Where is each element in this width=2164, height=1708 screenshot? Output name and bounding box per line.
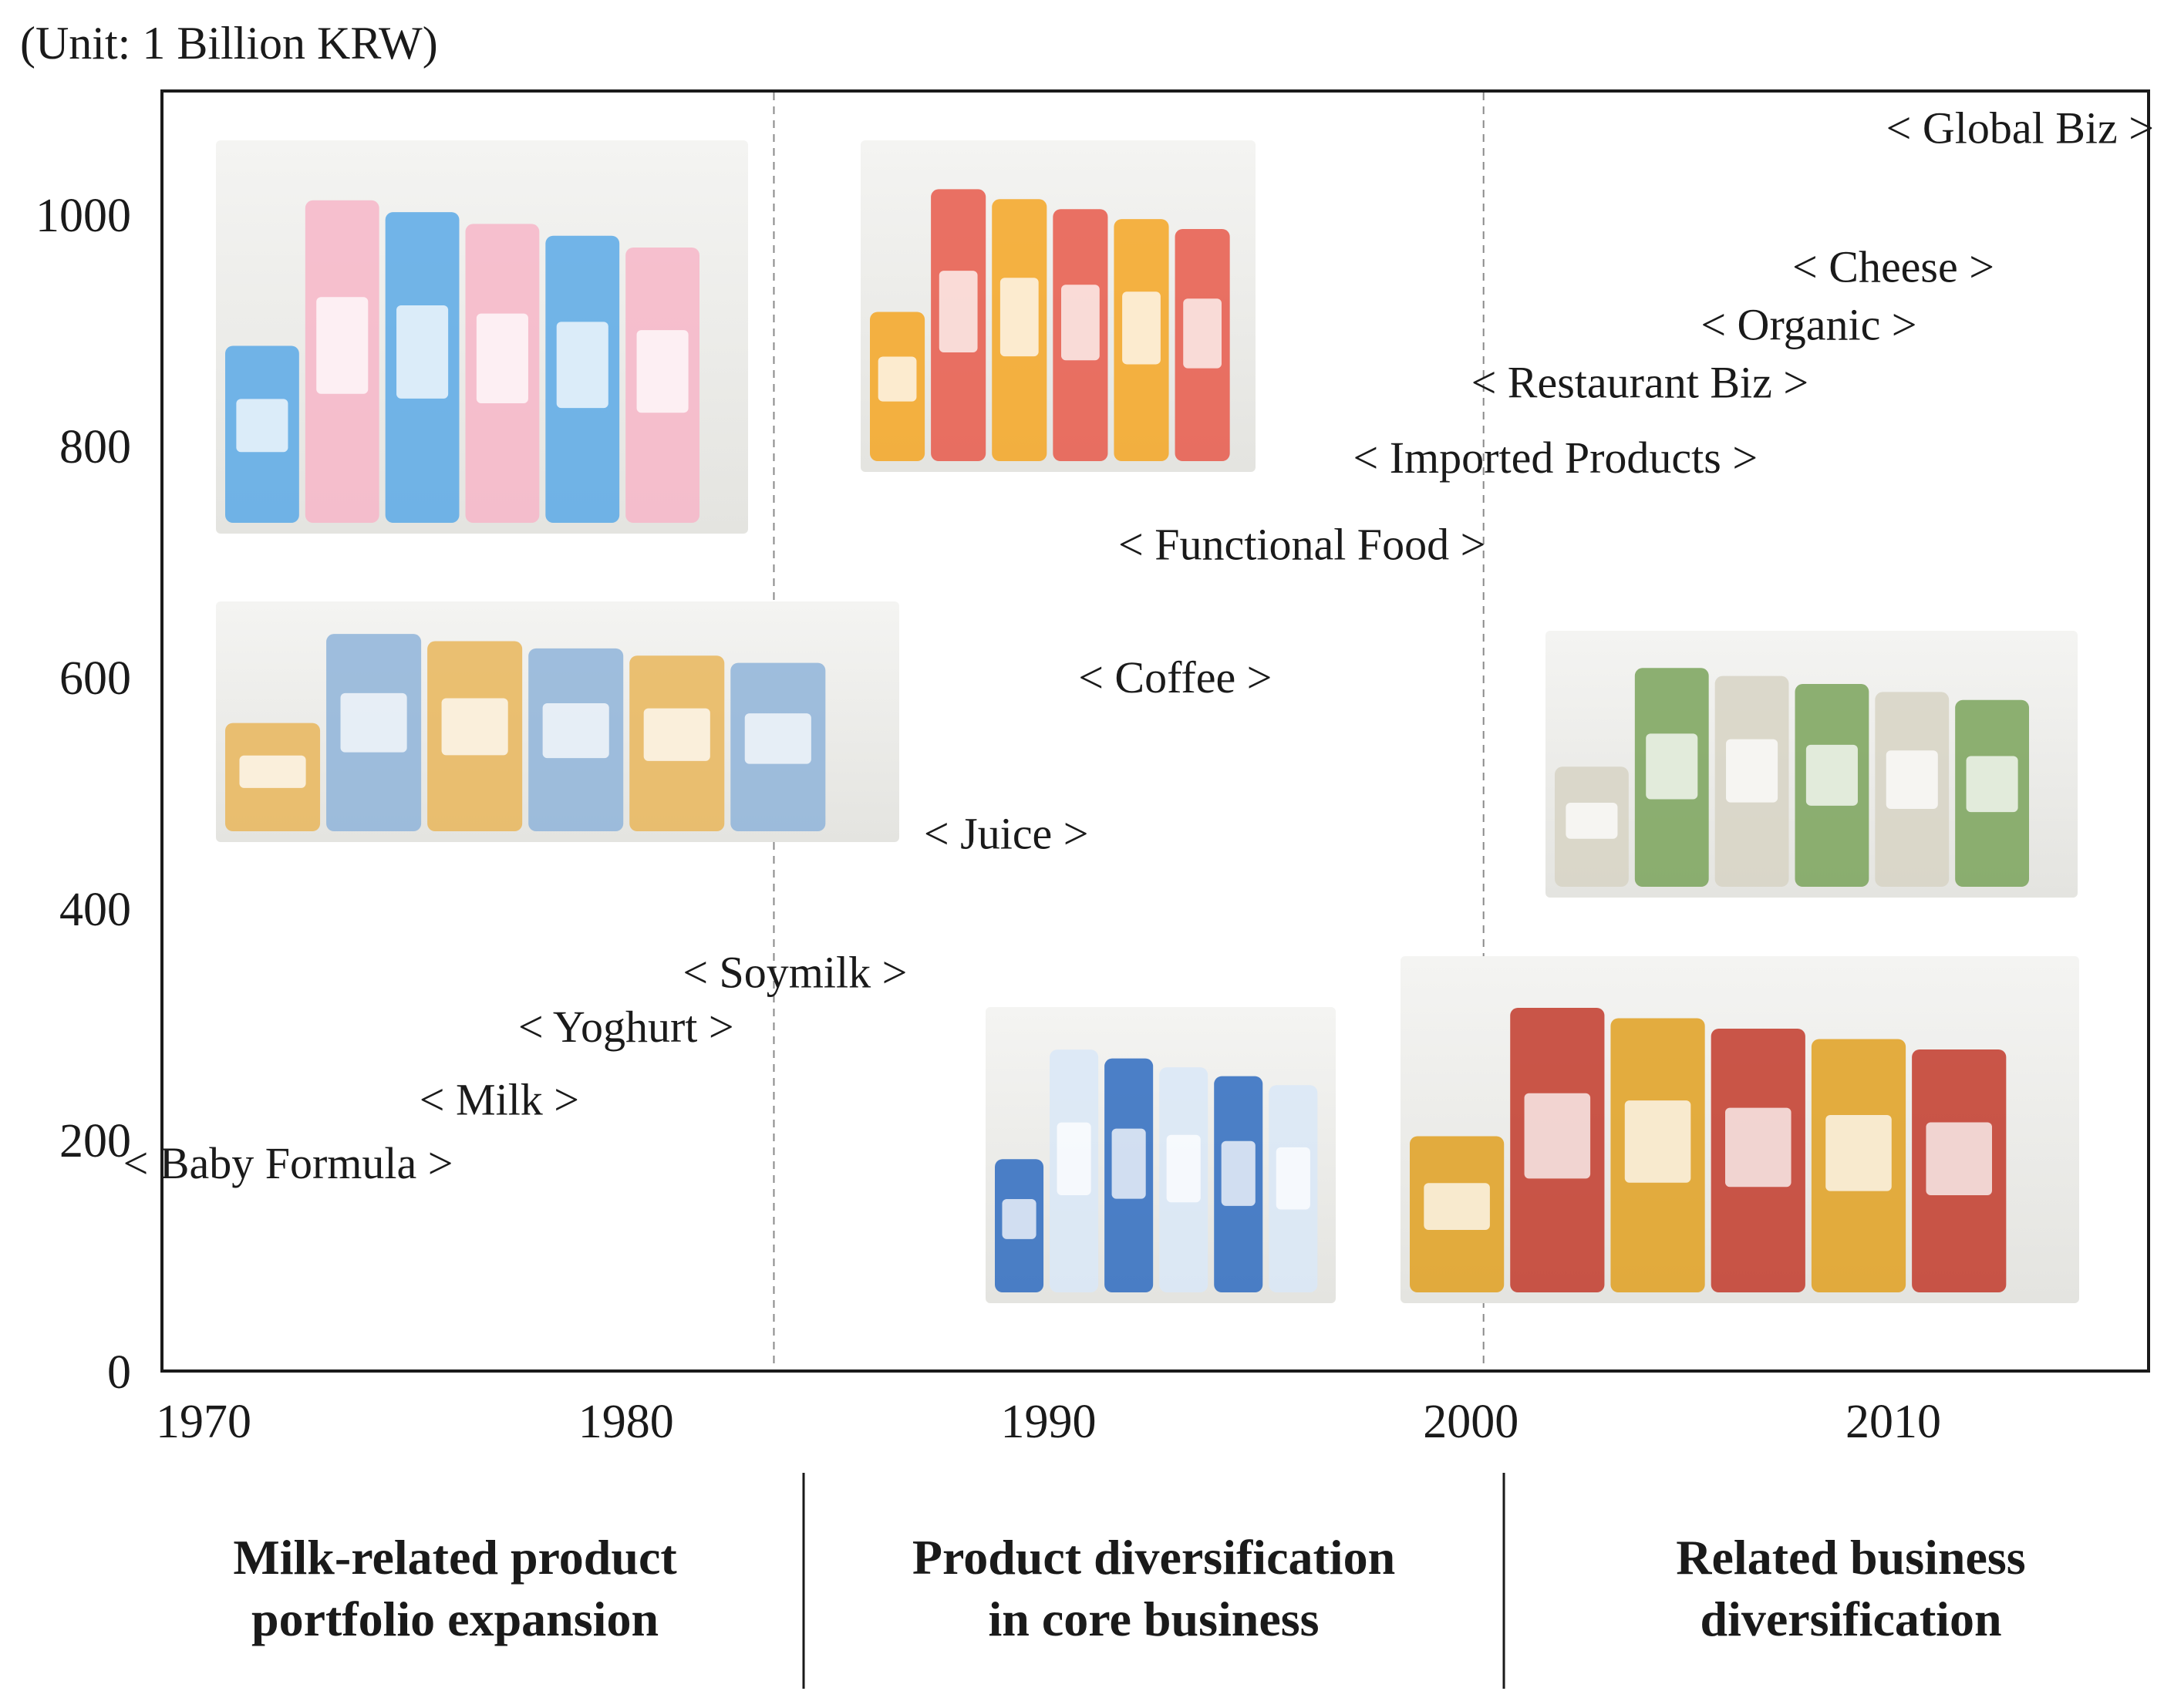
y-tick-label: 1000 (35, 190, 131, 242)
unit-label: (Unit: 1 Billion KRW) (20, 18, 438, 69)
y-tick-label: 0 (107, 1346, 131, 1399)
x-tick-label: 1970 (156, 1396, 251, 1448)
x-tick-label: 2000 (1423, 1396, 1519, 1448)
cheese-photo (1401, 956, 2079, 1303)
y-tick-labels: 0 200 400 600 800 1000 (35, 190, 131, 1399)
y-tick-label: 200 (59, 1115, 131, 1167)
yoghurt-photo (986, 1007, 1336, 1303)
x-tick-label: 1990 (1001, 1396, 1097, 1448)
y-tick-label: 600 (59, 652, 131, 705)
infant-formula-photo (216, 601, 899, 842)
phase-3-label: Related business diversification (1676, 1530, 2026, 1646)
milk-cartons-photo (216, 140, 748, 534)
chart: 0 200 400 600 800 1000 1970 1980 1990 2000 2010 (35, 89, 2150, 1448)
juice-bottles-photo (861, 140, 1256, 472)
y-tick-label: 800 (59, 421, 131, 473)
x-tick-label: 2010 (1845, 1396, 1941, 1448)
x-tick-labels: 1970 1980 1990 2000 2010 (156, 1396, 1941, 1448)
phase-2-label: Product diversification in core business (912, 1530, 1396, 1646)
y-tick-label: 400 (59, 884, 131, 936)
plot-frame (160, 89, 2150, 1373)
x-tick-label: 1980 (578, 1396, 674, 1448)
organic-milk-photo (1545, 631, 2078, 898)
phase-1-label: Milk-related product portfolio expansion (233, 1530, 677, 1646)
